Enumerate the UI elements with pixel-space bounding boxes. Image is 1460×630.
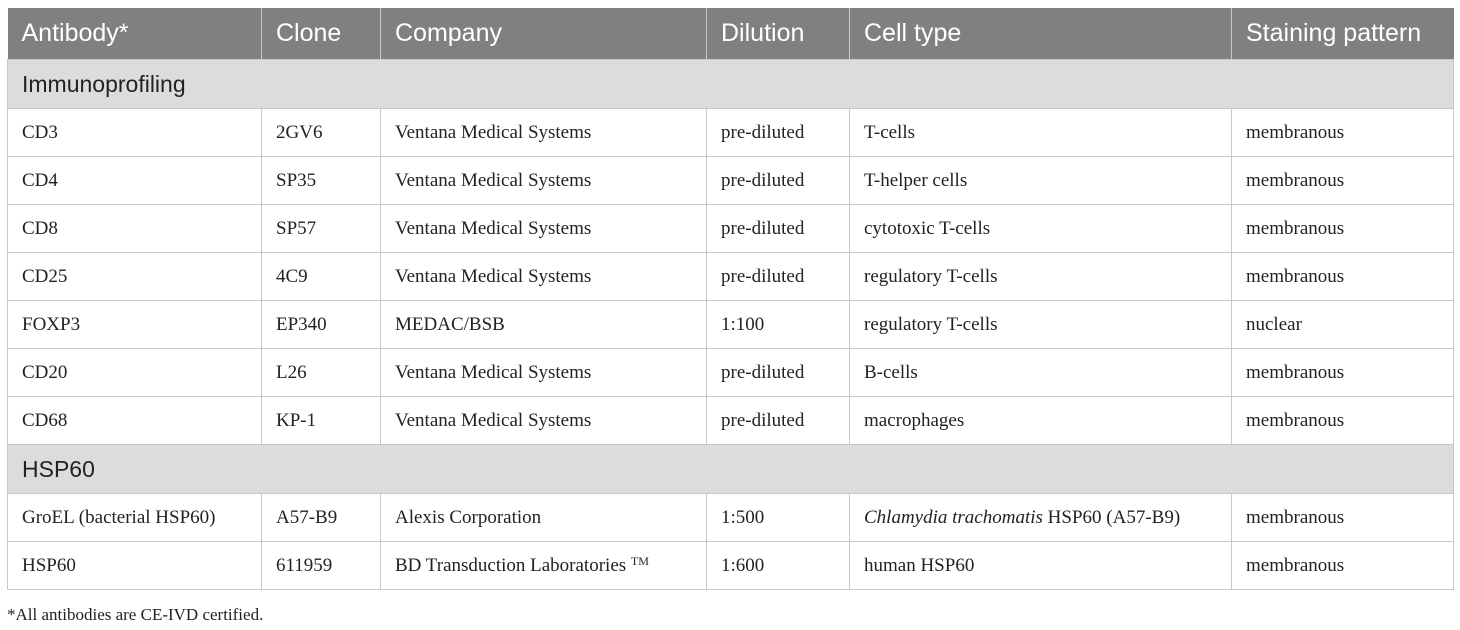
header-antibody: Antibody* bbox=[7, 8, 262, 60]
species-name: Chlamydia trachomatis bbox=[864, 506, 1043, 528]
cell-company: Alexis Corporation bbox=[380, 493, 707, 542]
table-row: CD25 4C9 Ventana Medical Systems pre-dilute… bbox=[7, 252, 1454, 301]
table-body: Immunoprofiling CD3 2GV6 Ventana Medical Sy… bbox=[7, 59, 1454, 590]
cell-company: Ventana Medical Systems bbox=[380, 396, 707, 445]
company-name: BD Transduction Laboratories bbox=[395, 555, 631, 576]
table-row: CD68 KP-1 Ventana Medical Systems pre-dilut… bbox=[7, 396, 1454, 445]
cell-type-text: macrophages bbox=[864, 409, 965, 431]
cell-clone: 2GV6 bbox=[261, 108, 381, 157]
cell-cell-type: cytotoxic T-cells bbox=[849, 204, 1232, 253]
cell-dilution: 1:500 bbox=[706, 493, 850, 542]
cell-cell-type: regulatory T-cells bbox=[849, 300, 1232, 349]
section-row: HSP60 bbox=[7, 444, 1454, 494]
header-staining-pattern: Staining pattern bbox=[1231, 8, 1454, 60]
company-name: Ventana Medical Systems bbox=[395, 121, 592, 143]
cell-antibody: HSP60 bbox=[7, 541, 262, 590]
company-name: Ventana Medical Systems bbox=[395, 361, 592, 383]
company-name: Ventana Medical Systems bbox=[395, 217, 592, 239]
cell-type-text: cytotoxic T-cells bbox=[864, 217, 991, 239]
cell-cell-type: T-helper cells bbox=[849, 156, 1232, 205]
cell-staining-pattern: membranous bbox=[1231, 348, 1454, 397]
cell-dilution: pre-diluted bbox=[706, 396, 850, 445]
table-row: FOXP3 EP340 MEDAC/BSB 1:100 regulatory T-cel… bbox=[7, 300, 1454, 349]
cell-cell-type: T-cells bbox=[849, 108, 1232, 157]
company-name: Ventana Medical Systems bbox=[395, 409, 592, 431]
antibody-table-container: Antibody* Clone Company Dilution Cell ty… bbox=[7, 8, 1454, 590]
cell-dilution: pre-diluted bbox=[706, 252, 850, 301]
cell-dilution: pre-diluted bbox=[706, 348, 850, 397]
cell-antibody: CD4 bbox=[7, 156, 262, 205]
cell-dilution: pre-diluted bbox=[706, 204, 850, 253]
section-title: Immunoprofiling bbox=[7, 59, 1454, 109]
trademark-mark: TM bbox=[630, 554, 649, 568]
cell-cell-type: macrophages bbox=[849, 396, 1232, 445]
cell-staining-pattern: membranous bbox=[1231, 156, 1454, 205]
cell-dilution: pre-diluted bbox=[706, 156, 850, 205]
table-header-row: Antibody* Clone Company Dilution Cell ty… bbox=[7, 8, 1454, 60]
cell-antibody: FOXP3 bbox=[7, 300, 262, 349]
company-name: MEDAC/BSB bbox=[395, 313, 505, 335]
cell-clone: KP-1 bbox=[261, 396, 381, 445]
cell-type-text: regulatory T-cells bbox=[864, 265, 998, 287]
cell-company: Ventana Medical Systems bbox=[380, 204, 707, 253]
cell-cell-type: human HSP60 bbox=[849, 541, 1232, 590]
cell-antibody: CD68 bbox=[7, 396, 262, 445]
cell-clone: 611959 bbox=[261, 541, 381, 590]
cell-company: Ventana Medical Systems bbox=[380, 348, 707, 397]
cell-antibody: GroEL (bacterial HSP60) bbox=[7, 493, 262, 542]
cell-cell-type: Chlamydia trachomatis HSP60 (A57-B9) bbox=[849, 493, 1232, 542]
cell-staining-pattern: membranous bbox=[1231, 108, 1454, 157]
cell-type-text: HSP60 (A57-B9) bbox=[1042, 506, 1181, 528]
cell-clone: A57-B9 bbox=[261, 493, 381, 542]
cell-dilution: 1:100 bbox=[706, 300, 850, 349]
cell-company: BD Transduction Laboratories TM bbox=[380, 541, 707, 590]
company-name: Ventana Medical Systems bbox=[395, 265, 592, 287]
table-row: CD8 SP57 Ventana Medical Systems pre-dilute… bbox=[7, 204, 1454, 253]
cell-antibody: CD8 bbox=[7, 204, 262, 253]
header-clone: Clone bbox=[261, 8, 381, 60]
table-row: CD3 2GV6 Ventana Medical Systems pre-dilute… bbox=[7, 108, 1454, 157]
cell-company: Ventana Medical Systems bbox=[380, 156, 707, 205]
cell-clone: SP35 bbox=[261, 156, 381, 205]
company-name: Ventana Medical Systems bbox=[395, 169, 592, 191]
company-name: Alexis Corporation bbox=[395, 506, 542, 528]
cell-antibody: CD25 bbox=[7, 252, 262, 301]
cell-clone: EP340 bbox=[261, 300, 381, 349]
cell-staining-pattern: nuclear bbox=[1231, 300, 1454, 349]
cell-type-text: T-helper cells bbox=[864, 169, 968, 191]
cell-company: Ventana Medical Systems bbox=[380, 108, 707, 157]
table-row: HSP60 611959 BD Transduction Laboratories … bbox=[7, 541, 1454, 590]
cell-company: MEDAC/BSB bbox=[380, 300, 707, 349]
header-dilution: Dilution bbox=[706, 8, 850, 60]
section-title: HSP60 bbox=[7, 444, 1454, 494]
cell-cell-type: B-cells bbox=[849, 348, 1232, 397]
cell-staining-pattern: membranous bbox=[1231, 541, 1454, 590]
cell-staining-pattern: membranous bbox=[1231, 396, 1454, 445]
antibody-table: Antibody* Clone Company Dilution Cell ty… bbox=[7, 8, 1454, 590]
cell-type-text: human HSP60 bbox=[864, 554, 975, 576]
table-row: GroEL (bacterial HSP60) A57-B9 Alexis Corp… bbox=[7, 493, 1454, 542]
table-row: CD4 SP35 Ventana Medical Systems pre-dilute… bbox=[7, 156, 1454, 205]
cell-antibody: CD20 bbox=[7, 348, 262, 397]
cell-dilution: pre-diluted bbox=[706, 108, 850, 157]
cell-type-text: T-cells bbox=[864, 121, 916, 143]
cell-clone: L26 bbox=[261, 348, 381, 397]
cell-clone: SP57 bbox=[261, 204, 381, 253]
header-company: Company bbox=[380, 8, 707, 60]
cell-company: Ventana Medical Systems bbox=[380, 252, 707, 301]
cell-cell-type: regulatory T-cells bbox=[849, 252, 1232, 301]
cell-type-text: regulatory T-cells bbox=[864, 313, 998, 335]
table-row: CD20 L26 Ventana Medical Systems pre-dilute… bbox=[7, 348, 1454, 397]
table-footnote: *All antibodies are CE-IVD certified. bbox=[7, 605, 264, 624]
section-row: Immunoprofiling bbox=[7, 59, 1454, 109]
header-cell-type: Cell type bbox=[849, 8, 1232, 60]
cell-staining-pattern: membranous bbox=[1231, 204, 1454, 253]
cell-antibody: CD3 bbox=[7, 108, 262, 157]
cell-staining-pattern: membranous bbox=[1231, 493, 1454, 542]
cell-clone: 4C9 bbox=[261, 252, 381, 301]
cell-staining-pattern: membranous bbox=[1231, 252, 1454, 301]
cell-type-text: B-cells bbox=[864, 361, 918, 383]
cell-dilution: 1:600 bbox=[706, 541, 850, 590]
